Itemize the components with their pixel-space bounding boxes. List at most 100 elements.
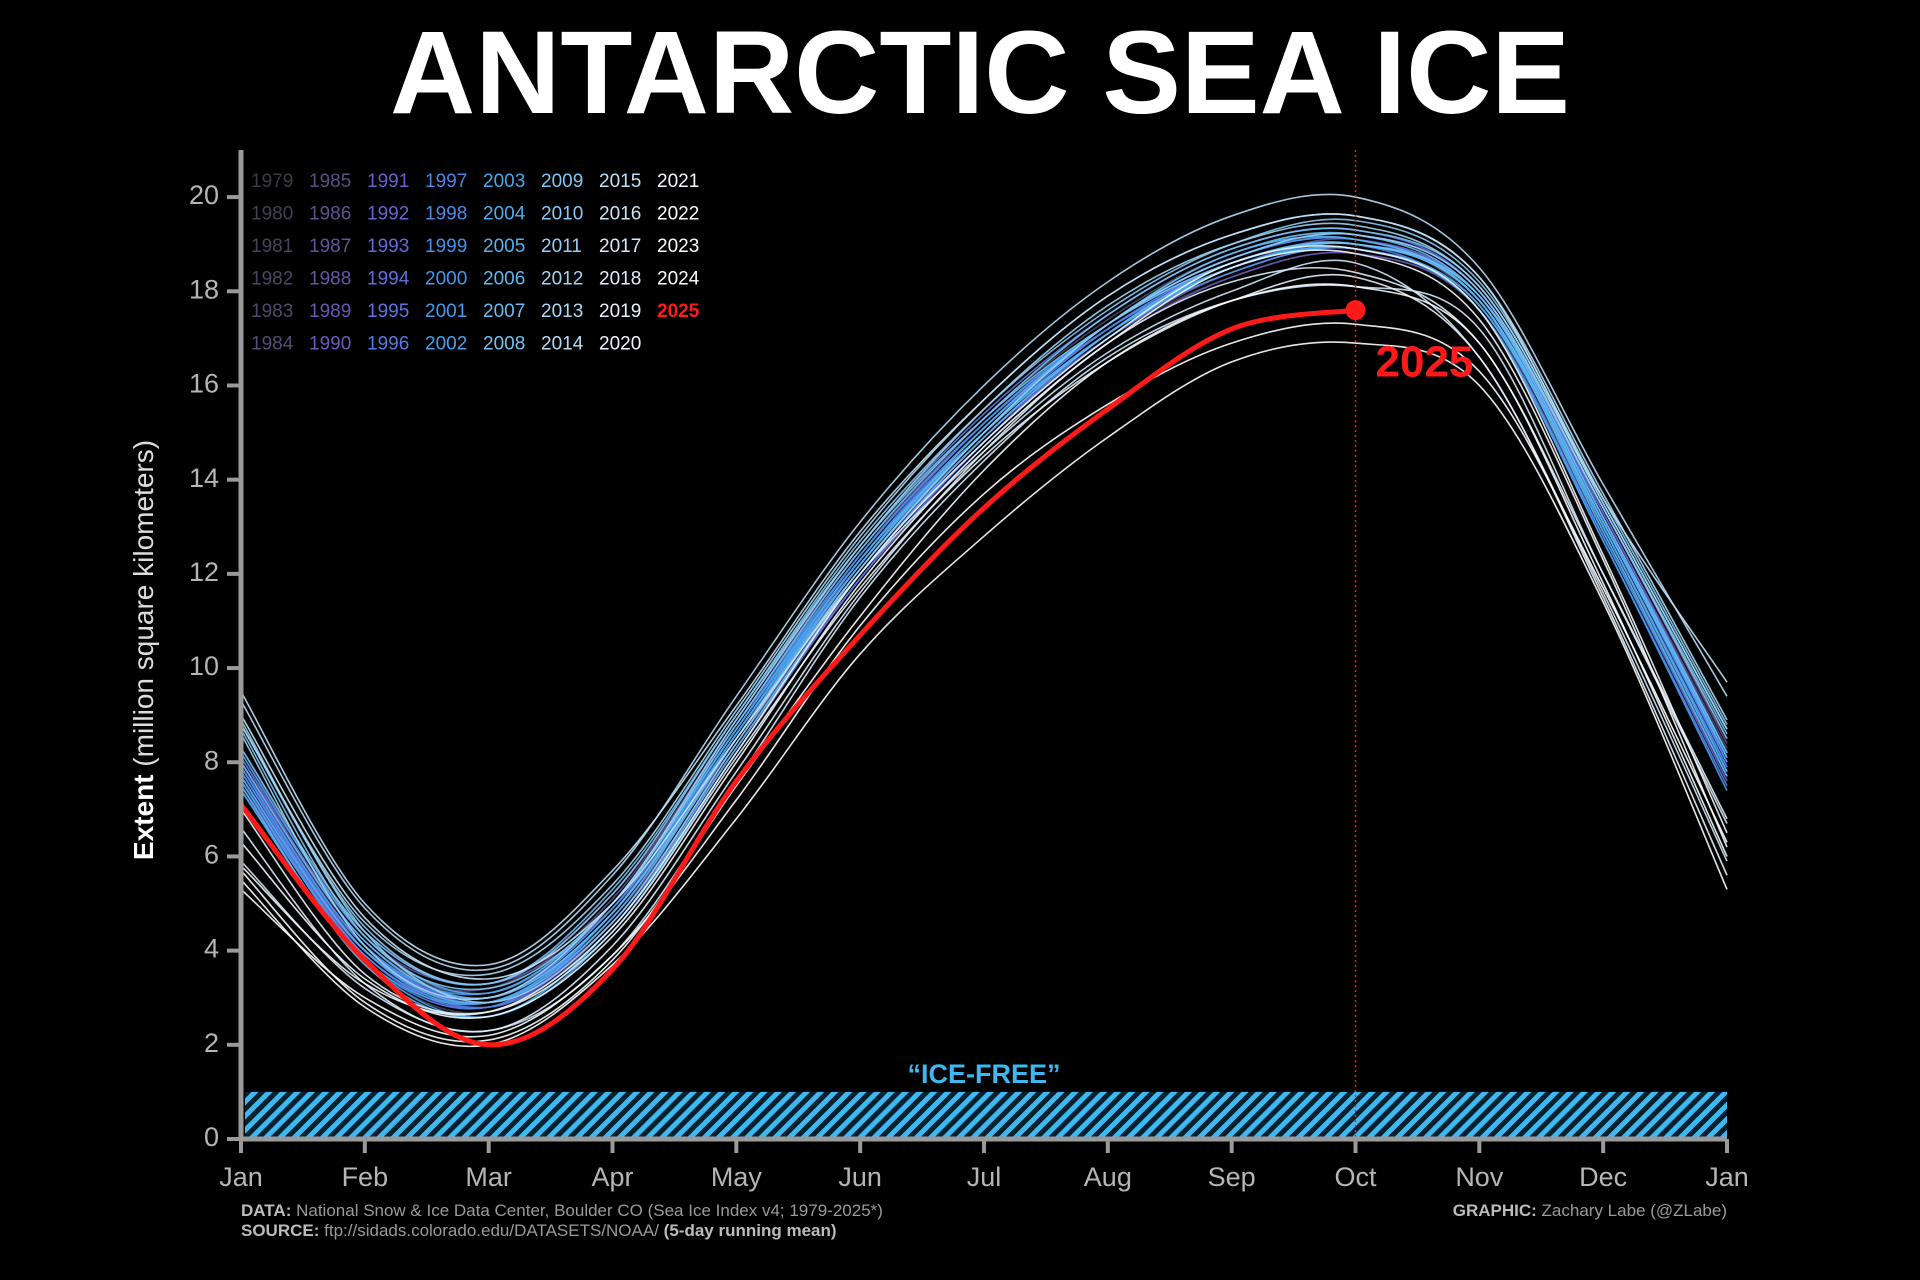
legend-entry: 1997	[425, 171, 467, 192]
legend-entry: 2014	[541, 334, 584, 355]
legend-entry: 2006	[483, 269, 525, 290]
plot-area: “ICE-FREE” 2025 0 2 4 6 8 10 12 14 16 18 20 Jan Feb Mar…	[189, 150, 1749, 1192]
ice-free-label: “ICE-FREE”	[907, 1059, 1060, 1089]
footer-graphic: GRAPHIC: Zachary Labe (@ZLabe)	[1453, 1201, 1727, 1220]
series-line	[240, 249, 1728, 1020]
legend-entry: 1986	[309, 204, 351, 225]
legend-entry: 1992	[367, 204, 409, 225]
y-tick-label: 20	[189, 180, 219, 210]
footer-data: DATA: National Snow & Ice Data Center, B…	[241, 1201, 883, 1220]
legend-entry: 1982	[251, 269, 293, 290]
legend-entry: 2002	[425, 334, 467, 355]
ice-free-band	[245, 1091, 1727, 1139]
legend-entry: 1980	[251, 204, 293, 225]
legend-entry: 2022	[657, 204, 699, 225]
legend-entry: 1994	[367, 269, 410, 290]
series-line	[240, 232, 1728, 1004]
legend-entry: 1999	[425, 236, 467, 257]
x-tick-label: Apr	[591, 1162, 633, 1192]
legend-entry: 1985	[309, 171, 351, 192]
legend-entry: 2010	[541, 204, 583, 225]
highlight-label: 2025	[1376, 338, 1474, 387]
legend-entry: 1987	[309, 236, 351, 257]
legend-entry: 1979	[251, 171, 293, 192]
x-tick-label: Mar	[465, 1162, 512, 1192]
x-tick-label: Nov	[1455, 1162, 1504, 1192]
series-line	[240, 244, 1728, 1016]
x-tick-label: Jan	[1705, 1162, 1749, 1192]
legend-entry: 1983	[251, 301, 293, 322]
x-tick-label: Sep	[1208, 1162, 1256, 1192]
x-tick-label: Feb	[342, 1162, 389, 1192]
x-tick-label: Jan	[219, 1162, 263, 1192]
legend-entry: 1981	[251, 236, 293, 257]
legend-entry: 1991	[367, 171, 409, 192]
legend-entry: 2012	[541, 269, 583, 290]
legend-entry: 2017	[599, 236, 641, 257]
y-tick-label: 14	[189, 463, 219, 493]
legend-entry: 2025	[657, 301, 700, 322]
y-axis-label-bold: Extent	[128, 774, 159, 860]
series-line	[240, 213, 1728, 967]
footer-key: GRAPHIC:	[1453, 1201, 1537, 1220]
x-tick-label: Jul	[967, 1162, 1002, 1192]
highlight-line	[239, 307, 1356, 1048]
legend-entry: 1993	[367, 236, 409, 257]
y-tick-label: 0	[204, 1122, 219, 1152]
x-tick-label: Oct	[1334, 1162, 1377, 1192]
y-axis-label-text: (million square kilometers)	[128, 440, 159, 767]
legend-entry: 2021	[657, 171, 699, 192]
legend-entry: 2005	[483, 236, 525, 257]
series-line	[240, 283, 1728, 1043]
legend-entry: 2011	[541, 236, 582, 257]
legend-entry: 2008	[483, 334, 525, 355]
legend-entry: 2003	[483, 171, 525, 192]
y-tick-label: 18	[189, 274, 219, 304]
legend-entry: 2015	[599, 171, 641, 192]
highlight-endpoint	[1345, 300, 1366, 321]
footer-text: ftp://sidads.colorado.edu/DATASETS/NOAA/	[324, 1221, 659, 1240]
legend-entry: 2016	[599, 204, 641, 225]
legend-entry: 2024	[657, 269, 700, 290]
legend-entry: 2019	[599, 301, 641, 322]
legend-entry: 2004	[483, 204, 526, 225]
x-tick-label: Aug	[1084, 1162, 1132, 1192]
legend-entry: 2000	[425, 269, 467, 290]
y-tick-label: 2	[204, 1028, 219, 1058]
footer-key: SOURCE:	[241, 1221, 319, 1240]
x-tick-label: Dec	[1579, 1162, 1627, 1192]
x-tick-label: May	[711, 1162, 763, 1192]
legend-entry: 2020	[599, 334, 641, 355]
footer-key: DATA:	[241, 1201, 291, 1220]
series-line	[240, 222, 1728, 1001]
series-line	[240, 193, 1728, 972]
legend-entry: 1990	[309, 334, 351, 355]
y-tick-label: 6	[204, 840, 219, 870]
legend-entry: 2018	[599, 269, 641, 290]
series-line	[240, 322, 1728, 1038]
footer-text: Zachary Labe (@ZLabe)	[1542, 1201, 1727, 1220]
y-tick-label: 4	[204, 934, 219, 964]
chart-title: ANTARCTIC SEA ICE	[390, 7, 1570, 139]
legend-entry: 1989	[309, 301, 351, 322]
y-axis-label: Extent (million square kilometers)	[128, 440, 159, 860]
y-tick-label: 16	[189, 369, 219, 399]
footer-note: (5-day running mean)	[664, 1221, 837, 1240]
footer-source: SOURCE: ftp://sidads.colorado.edu/DATASE…	[241, 1221, 837, 1240]
y-tick-label: 12	[189, 557, 219, 587]
legend-entry: 2013	[541, 301, 583, 322]
legend-entry: 1984	[251, 334, 294, 355]
footer-text: National Snow & Ice Data Center, Boulder…	[296, 1201, 883, 1220]
legend-entry: 2007	[483, 301, 525, 322]
legend-entry: 2023	[657, 236, 699, 257]
y-tick-label: 8	[204, 745, 219, 775]
legend-entry: 1988	[309, 269, 351, 290]
legend-entry: 1998	[425, 204, 467, 225]
y-tick-label: 10	[189, 651, 219, 681]
legend-entry: 1995	[367, 301, 409, 322]
legend-entry: 1996	[367, 334, 409, 355]
legend-entry: 2009	[541, 171, 583, 192]
